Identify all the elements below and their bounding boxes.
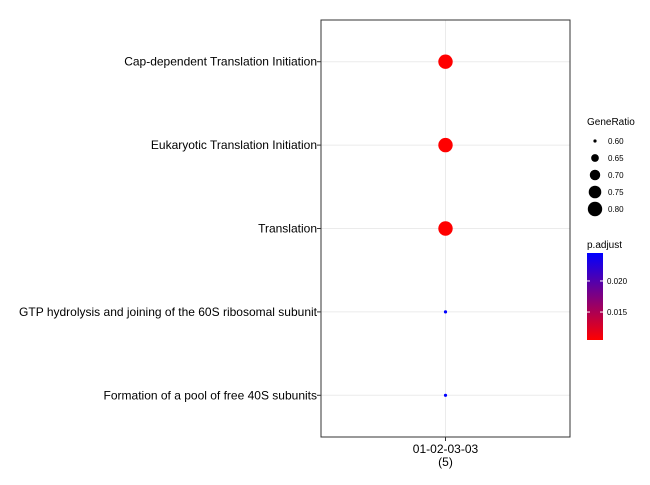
color-legend-bar [587, 253, 603, 340]
size-legend-key [589, 169, 601, 181]
data-point [438, 54, 453, 69]
data-point [438, 221, 453, 236]
size-legend-key [588, 185, 602, 199]
y-tick-label: Cap-dependent Translation Initiation [124, 55, 317, 69]
y-tick-label: GTP hydrolysis and joining of the 60S ri… [19, 305, 318, 319]
y-tick-label: Eukaryotic Translation Initiation [151, 138, 317, 152]
size-legend-label: 0.60 [608, 137, 624, 146]
size-legend-label: 0.70 [608, 171, 624, 180]
color-legend-label: 0.015 [607, 308, 628, 317]
data-point [443, 310, 448, 314]
color-legend-title: p.adjust [587, 240, 622, 251]
size-legend-key [593, 139, 597, 143]
x-tick-label: 01-02-03-03 (5) [413, 442, 479, 469]
y-tick-label: Formation of a pool of free 40S subunits [104, 388, 317, 402]
y-tick-label: Translation [258, 222, 317, 236]
size-legend-label: 0.75 [608, 188, 624, 197]
size-legend-title: GeneRatio [587, 117, 635, 128]
size-legend-label: 0.80 [608, 205, 624, 214]
size-legend-label: 0.65 [608, 154, 624, 163]
size-legend-key [591, 154, 599, 162]
data-point [443, 393, 448, 397]
color-legend-label: 0.020 [607, 277, 628, 286]
size-legend-key [587, 201, 603, 217]
data-point [438, 137, 453, 153]
